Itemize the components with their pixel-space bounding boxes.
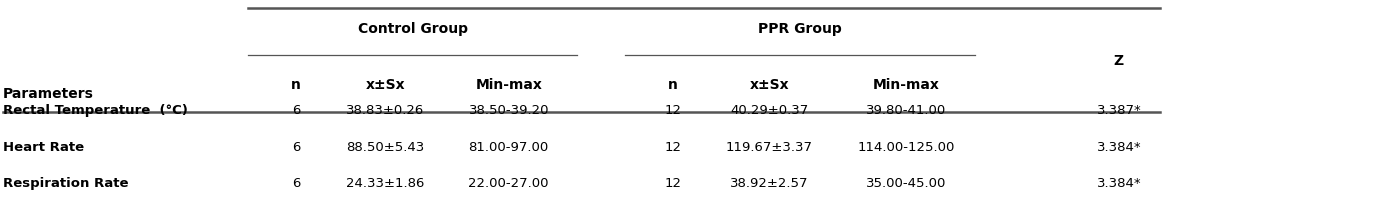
Text: 3.384*: 3.384* xyxy=(1096,141,1142,154)
Text: x±Sx: x±Sx xyxy=(749,78,789,92)
Text: Heart Rate: Heart Rate xyxy=(3,141,84,154)
Text: 38.92±2.57: 38.92±2.57 xyxy=(730,177,808,190)
Text: 88.50±5.43: 88.50±5.43 xyxy=(346,141,425,154)
Text: 114.00-125.00: 114.00-125.00 xyxy=(857,141,955,154)
Text: 6: 6 xyxy=(293,104,301,117)
Text: 3.387*: 3.387* xyxy=(1096,104,1142,117)
Text: 22.00-27.00: 22.00-27.00 xyxy=(469,177,550,190)
Text: Z: Z xyxy=(1114,54,1124,68)
Text: x±Sx: x±Sx xyxy=(365,78,405,92)
Text: Control Group: Control Group xyxy=(357,22,467,36)
Text: 40.29±0.37: 40.29±0.37 xyxy=(730,104,808,117)
Text: Min-max: Min-max xyxy=(872,78,940,92)
Text: 12: 12 xyxy=(665,141,682,154)
Text: 81.00-97.00: 81.00-97.00 xyxy=(469,141,548,154)
Text: Rectal Temperature  (°C): Rectal Temperature (°C) xyxy=(3,104,188,117)
Text: 12: 12 xyxy=(665,104,682,117)
Text: Parameters: Parameters xyxy=(3,87,93,101)
Text: 38.83±0.26: 38.83±0.26 xyxy=(346,104,425,117)
Text: Respiration Rate: Respiration Rate xyxy=(3,177,128,190)
Text: n: n xyxy=(291,78,301,92)
Text: 6: 6 xyxy=(293,177,301,190)
Text: 39.80-41.00: 39.80-41.00 xyxy=(866,104,947,117)
Text: 35.00-45.00: 35.00-45.00 xyxy=(866,177,947,190)
Text: 24.33±1.86: 24.33±1.86 xyxy=(346,177,425,190)
Text: 119.67±3.37: 119.67±3.37 xyxy=(725,141,813,154)
Text: Min-max: Min-max xyxy=(475,78,543,92)
Text: 12: 12 xyxy=(665,177,682,190)
Text: n: n xyxy=(668,78,679,92)
Text: 38.50-39.20: 38.50-39.20 xyxy=(469,104,550,117)
Text: PPR Group: PPR Group xyxy=(758,22,842,36)
Text: 3.384*: 3.384* xyxy=(1096,177,1142,190)
Text: 6: 6 xyxy=(293,141,301,154)
